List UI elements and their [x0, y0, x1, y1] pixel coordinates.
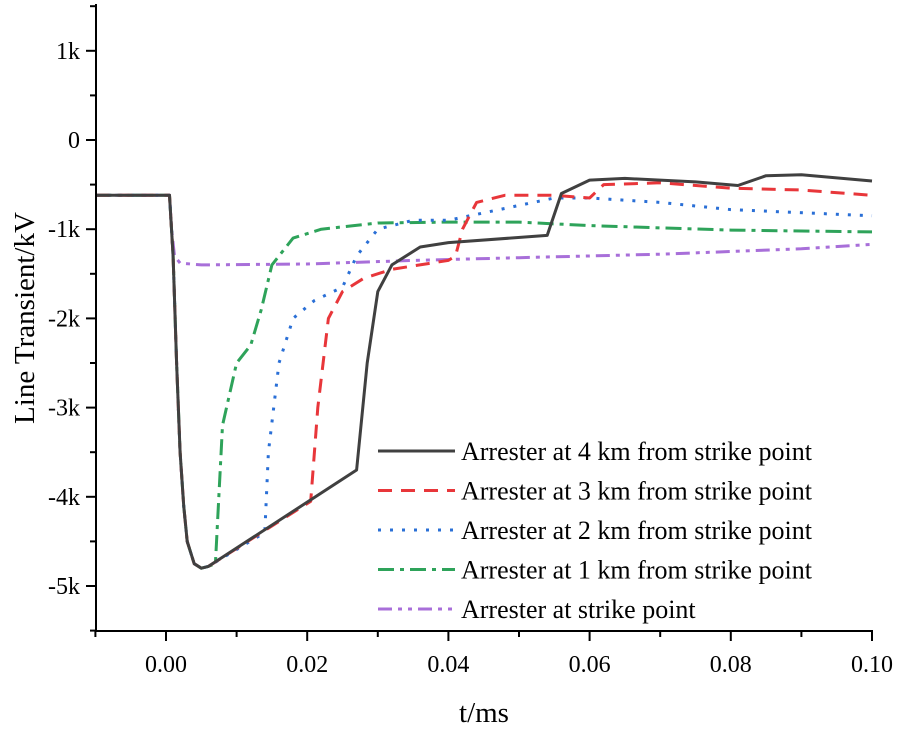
legend: Arrester at 4 km from strike point Arrest…	[378, 437, 813, 624]
y-axis-label: Line Transient/kV	[9, 212, 41, 424]
series-line	[95, 173, 873, 570]
legend-item: Arrester at strike point	[378, 595, 696, 624]
legend-label: Arrester at 1 km from strike point	[461, 556, 813, 585]
y-tick-label: -1k	[48, 217, 80, 243]
series-line	[95, 193, 873, 570]
series-layer	[95, 173, 873, 570]
x-axis-label: t/ms	[459, 697, 509, 727]
legend-item: Arrester at 4 km from strike point	[378, 437, 813, 466]
legend-label: Arrester at 3 km from strike point	[461, 477, 813, 506]
x-tick-label: 0.06	[569, 652, 611, 678]
x-tick-label: 0.10	[851, 652, 893, 678]
y-tick-label: 1k	[56, 39, 80, 65]
x-tick-label: 0.04	[427, 652, 469, 678]
y-tick-label: -3k	[48, 396, 80, 422]
y-tick-label: -5k	[48, 574, 80, 600]
y-tick-label: -2k	[48, 306, 80, 332]
legend-item: Arrester at 2 km from strike point	[378, 516, 813, 545]
legend-label: Arrester at 4 km from strike point	[461, 437, 813, 466]
series-line	[95, 193, 873, 267]
legend-item: Arrester at 3 km from strike point	[378, 477, 813, 506]
ticks: 0.00 0.02 0.04 0.06 0.08 0.10 1k 0 -1k -2k -3k -4k -…	[48, 5, 893, 678]
legend-label: Arrester at 2 km from strike point	[461, 516, 813, 545]
legend-item: Arrester at 1 km from strike point	[378, 556, 813, 585]
y-tick-label: -4k	[48, 485, 80, 511]
y-tick-label: 0	[68, 128, 80, 154]
x-tick-label: 0.08	[710, 652, 752, 678]
legend-label: Arrester at strike point	[461, 595, 696, 624]
series-line	[95, 193, 873, 570]
x-tick-label: 0.02	[286, 652, 328, 678]
x-tick-label: 0.00	[145, 652, 187, 678]
